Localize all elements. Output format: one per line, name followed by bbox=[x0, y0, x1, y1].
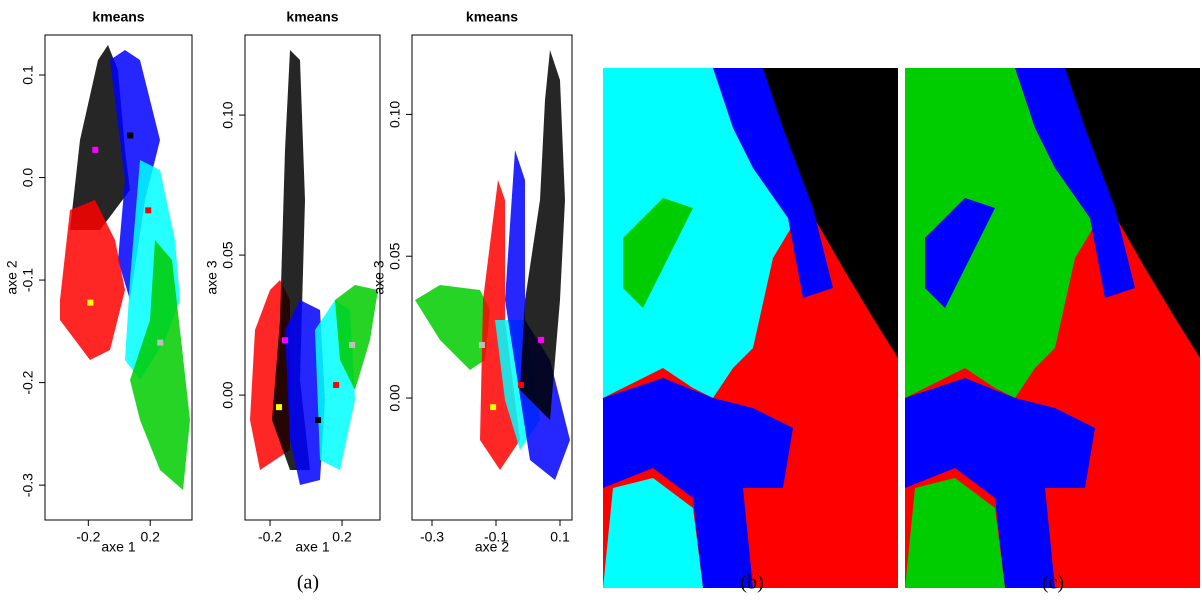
centroid bbox=[315, 417, 322, 424]
plot-frame bbox=[411, 34, 573, 521]
centroid bbox=[349, 341, 356, 348]
x-axis-label: axe 2 bbox=[475, 539, 509, 555]
clouds-2 bbox=[250, 50, 378, 485]
centroid bbox=[145, 207, 152, 214]
x-tick-label: 0.1 bbox=[550, 529, 570, 545]
centroid bbox=[490, 404, 497, 411]
x-tick-label: 0.2 bbox=[332, 529, 352, 545]
x-tick-label: -0.3 bbox=[420, 529, 444, 545]
x-tick-label: 0.2 bbox=[140, 529, 160, 545]
y-tick-label: 0.1 bbox=[20, 65, 36, 85]
clouds-1 bbox=[60, 45, 190, 490]
y-axis-label: axe 2 bbox=[4, 260, 20, 294]
centroid bbox=[333, 382, 340, 389]
chart-title: kmeans bbox=[466, 9, 518, 25]
panel-label: (b) bbox=[740, 572, 763, 594]
segmented-image-b bbox=[603, 68, 898, 588]
segmented-image-c bbox=[905, 68, 1200, 588]
y-axis-label: axe 3 bbox=[371, 260, 387, 294]
centroid bbox=[92, 146, 99, 153]
y-tick-label: 0.05 bbox=[387, 242, 403, 269]
centroid bbox=[281, 337, 288, 344]
chart-title: kmeans bbox=[286, 9, 338, 25]
y-tick-label: 0.05 bbox=[220, 241, 236, 268]
centroid bbox=[127, 132, 134, 139]
centroid bbox=[276, 404, 283, 411]
y-axis-label: axe 3 bbox=[204, 260, 220, 294]
x-tick-label: -0.2 bbox=[76, 529, 100, 545]
centroid bbox=[87, 299, 94, 306]
y-tick-label: 0.10 bbox=[387, 101, 403, 128]
x-axis-label: axe 1 bbox=[101, 539, 135, 555]
y-tick-label: 0.0 bbox=[20, 168, 36, 188]
plot-frame bbox=[244, 34, 381, 521]
clouds-3 bbox=[415, 50, 570, 480]
centroid bbox=[478, 342, 485, 349]
y-tick-label: 0.10 bbox=[220, 101, 236, 128]
chart-title: kmeans bbox=[92, 9, 144, 25]
x-axis-label: axe 1 bbox=[295, 539, 329, 555]
y-tick-label: -0.2 bbox=[20, 370, 36, 394]
y-tick-label: -0.3 bbox=[20, 473, 36, 497]
x-tick-label: -0.1 bbox=[484, 529, 508, 545]
x-tick-label: -0.2 bbox=[258, 529, 282, 545]
y-tick-label: 0.00 bbox=[387, 384, 403, 411]
centroid bbox=[538, 336, 545, 343]
plot-frame bbox=[44, 34, 193, 521]
centroid bbox=[157, 339, 164, 346]
centroid bbox=[517, 381, 524, 388]
y-tick-label: -0.1 bbox=[20, 268, 36, 292]
panel-label: (c) bbox=[1042, 572, 1064, 594]
y-tick-label: 0.00 bbox=[220, 381, 236, 408]
panel-label: (a) bbox=[297, 572, 319, 594]
